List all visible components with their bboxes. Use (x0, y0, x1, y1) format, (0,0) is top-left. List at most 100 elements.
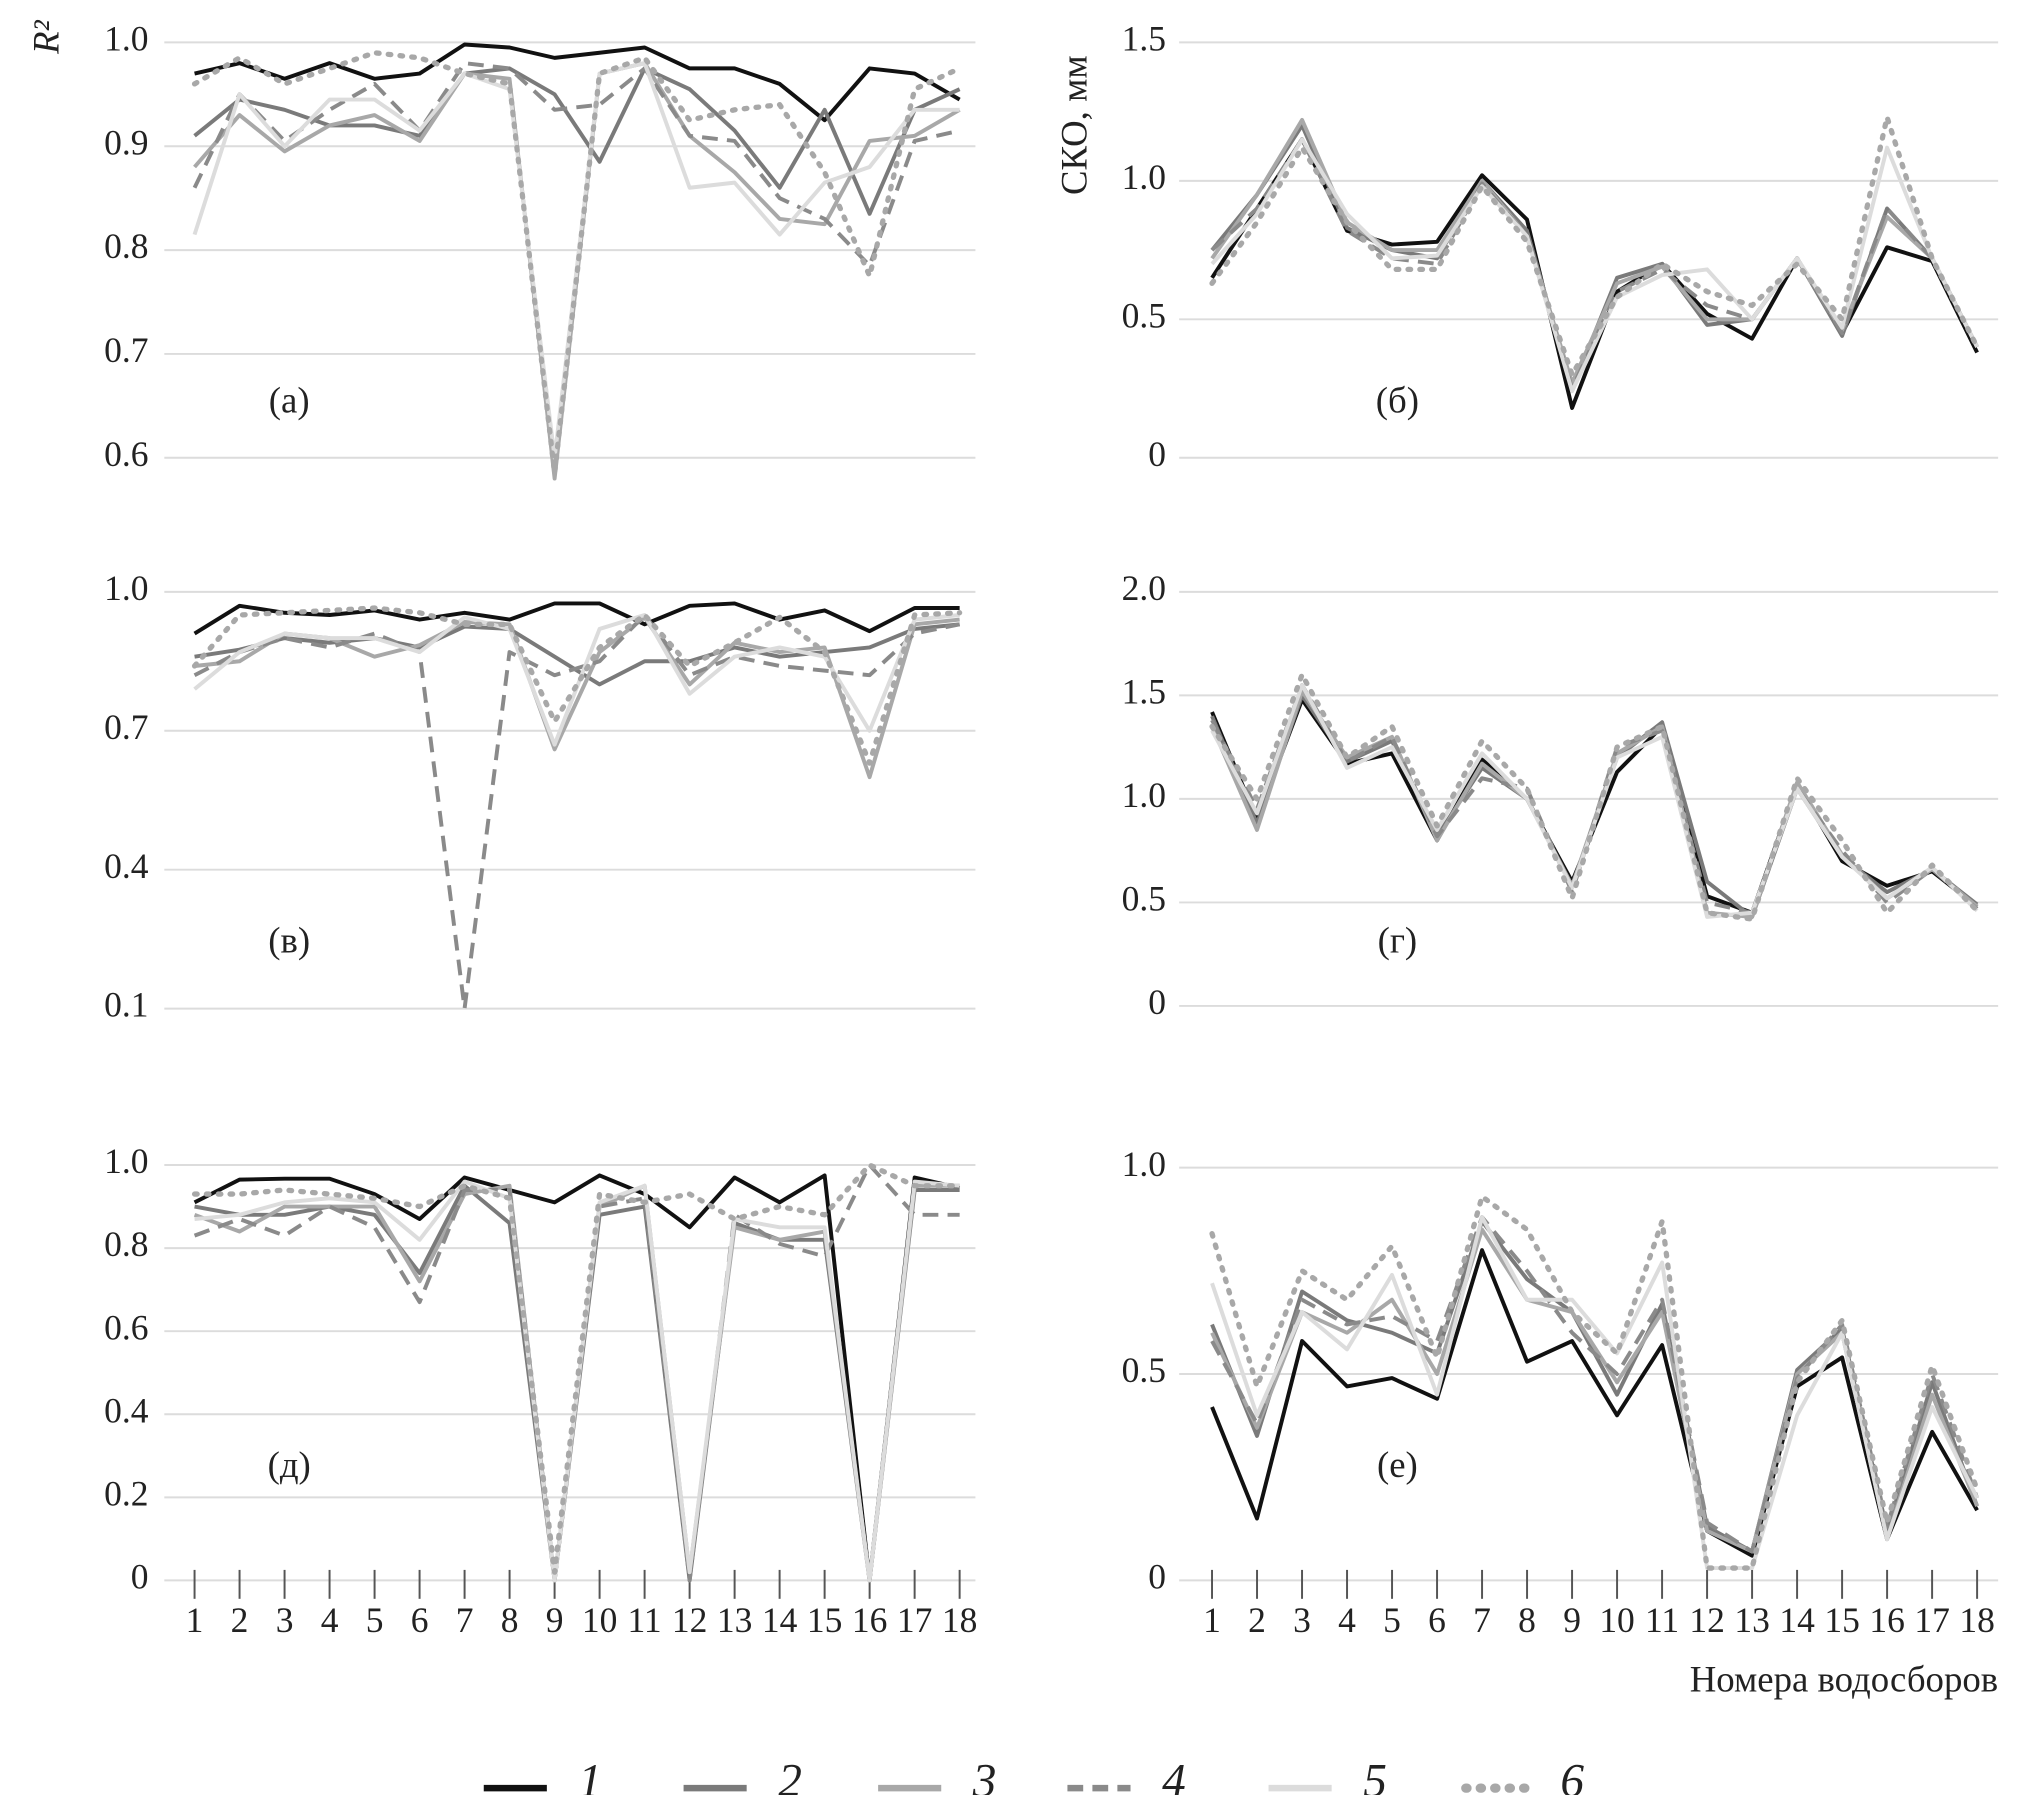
x-tick-label: 3 (276, 1600, 294, 1640)
x-tick-label: 8 (501, 1600, 519, 1640)
x-tick-label: 8 (1518, 1600, 1536, 1640)
y-tick-label: 0.7 (104, 707, 148, 747)
series-line (1210, 1215, 1979, 1554)
series-line (194, 42, 961, 123)
panel-label: (в) (268, 920, 310, 961)
x-tick-label: 4 (321, 1600, 339, 1640)
x-tick-label: 12 (1689, 1600, 1724, 1640)
y-tick-label: 1.5 (1122, 19, 1166, 59)
y-tick-label: 0.5 (1122, 1350, 1166, 1390)
x-tick-label: 10 (582, 1600, 617, 1640)
series-line (193, 601, 960, 636)
x-tick-label: 3 (1293, 1600, 1311, 1640)
y-tick-label: 1.5 (1122, 672, 1166, 712)
y-tick-label: 0 (131, 1557, 149, 1597)
x-tick-label: 6 (411, 1600, 429, 1640)
series-line (193, 66, 961, 216)
x-tick-label: 2 (231, 1600, 249, 1640)
legend-label: 4 (1162, 1755, 1186, 1795)
x-tick-label: 1 (186, 1600, 204, 1640)
series-line (1210, 1219, 1979, 1554)
x-tick-label: 14 (1779, 1600, 1815, 1640)
y-tick-label: 1.0 (1122, 775, 1166, 815)
series-line (1209, 1193, 1980, 1571)
series-line (1209, 672, 1980, 922)
panel-label: (а) (269, 379, 310, 420)
x-tick-label: 4 (1338, 1600, 1356, 1640)
x-tick-label: 18 (942, 1600, 977, 1640)
x-tick-label: 5 (1383, 1600, 1401, 1640)
y-tick-label: 0 (1148, 1557, 1166, 1597)
y-tick-label: 0.7 (104, 330, 148, 370)
y-axis-label: СКО, мм (1053, 55, 1094, 195)
x-tick-label: 7 (456, 1600, 474, 1640)
x-tick-label: 16 (852, 1600, 887, 1640)
y-tick-label: 0.1 (104, 985, 148, 1025)
series-line (192, 61, 961, 268)
x-tick-label: 13 (717, 1600, 752, 1640)
legend-label: 6 (1560, 1755, 1584, 1795)
y-tick-label: 0.4 (104, 1390, 149, 1430)
x-tick-label: 15 (1824, 1600, 1859, 1640)
y-tick-label: 1.0 (104, 19, 148, 59)
panel-label: (б) (1376, 379, 1419, 420)
series-line (1210, 683, 1979, 919)
y-tick-label: 0.8 (104, 226, 148, 266)
y-tick-label: 0.6 (104, 1307, 148, 1347)
y-tick-label: 0.2 (104, 1473, 148, 1513)
y-tick-label: 1.0 (1122, 1144, 1166, 1184)
series-line (194, 1179, 960, 1583)
y-tick-label: 0 (1148, 434, 1166, 474)
x-tick-label: 10 (1599, 1600, 1634, 1640)
series-line (1210, 1215, 1979, 1571)
series-line (1210, 1248, 1979, 1558)
x-tick-label: 18 (1959, 1600, 1994, 1640)
panel-label: (е) (1377, 1444, 1418, 1485)
panel-label: (д) (268, 1444, 311, 1485)
x-tick-label: 16 (1869, 1600, 1904, 1640)
x-tick-label: 9 (1563, 1600, 1581, 1640)
x-tick-label: 2 (1248, 1600, 1266, 1640)
series-line (191, 1162, 963, 1575)
x-tick-label: 7 (1473, 1600, 1491, 1640)
x-tick-label: 9 (546, 1600, 564, 1640)
series-line (1210, 137, 1979, 391)
y-tick-label: 0.5 (1122, 295, 1166, 335)
x-tick-label: 14 (762, 1600, 798, 1640)
y-tick-label: 0.6 (104, 434, 148, 474)
y-tick-label: 0.9 (104, 122, 148, 162)
x-tick-label: 12 (672, 1600, 707, 1640)
x-axis-label: Номера водосборов (1690, 1658, 1998, 1699)
legend-label: 1 (578, 1755, 602, 1795)
y-axis-label: R² (25, 19, 66, 54)
x-tick-label: 13 (1734, 1600, 1769, 1640)
series-line (191, 605, 963, 766)
x-tick-label: 11 (1645, 1600, 1679, 1640)
y-tick-label: 0.4 (104, 846, 149, 886)
series-line (191, 50, 963, 477)
legend-label: 2 (778, 1755, 802, 1795)
y-tick-label: 0 (1148, 982, 1166, 1022)
panel-label: (г) (1378, 920, 1418, 961)
x-tick-label: 17 (1914, 1600, 1949, 1640)
x-tick-label: 1 (1203, 1600, 1221, 1640)
series-line (1209, 114, 1980, 378)
x-tick-label: 15 (807, 1600, 842, 1640)
series-line (193, 613, 960, 747)
series-line (194, 622, 960, 687)
y-tick-label: 1.0 (1122, 157, 1166, 197)
y-tick-label: 0.5 (1122, 879, 1166, 919)
series-line (1210, 1227, 1979, 1554)
legend-label: 5 (1363, 1755, 1387, 1795)
y-tick-label: 0.8 (104, 1224, 148, 1264)
x-tick-label: 5 (366, 1600, 384, 1640)
x-tick-label: 17 (897, 1600, 932, 1640)
y-tick-label: 1.0 (104, 1141, 148, 1181)
legend-label: 3 (972, 1755, 997, 1795)
x-tick-label: 6 (1428, 1600, 1446, 1640)
y-tick-label: 2.0 (1122, 568, 1166, 608)
x-tick-label: 11 (628, 1600, 662, 1640)
y-tick-label: 1.0 (104, 568, 148, 608)
